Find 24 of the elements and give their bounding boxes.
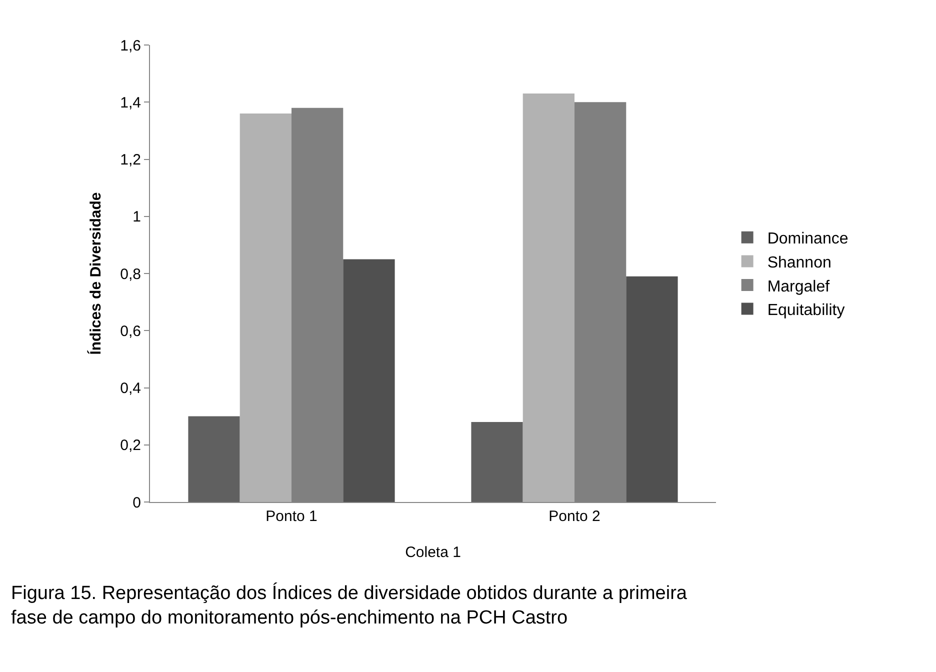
- y-tick-label: 0,6: [120, 322, 141, 340]
- y-tick-label: 1,4: [120, 94, 141, 112]
- y-tick-label: 1: [132, 208, 141, 226]
- y-tick-label: 1,6: [120, 37, 141, 54]
- bar: [343, 259, 395, 502]
- legend-label: Equitability: [767, 302, 845, 320]
- legend-label: Dominance: [767, 230, 848, 248]
- legend-label: Shannon: [767, 254, 832, 272]
- bar: [626, 276, 678, 502]
- y-tick-label: 0: [132, 494, 141, 512]
- bar: [471, 422, 523, 502]
- y-tick-label: 1,2: [120, 152, 141, 168]
- x-tick-label: Ponto 1: [266, 508, 318, 525]
- legend-label: Margalef: [767, 278, 830, 296]
- y-tick-label: 0,4: [120, 380, 141, 397]
- x-tick-label: Ponto 2: [548, 508, 600, 525]
- bar: [240, 114, 292, 502]
- bar: [188, 416, 240, 502]
- y-tick-label: 0,8: [120, 266, 141, 283]
- text: Figura 15. Representação dos Índices de diversidade obtidos durante a primeira fase de campo do monitoramento pós-enchimento na PCH Castro: [11, 582, 688, 629]
- bar: [522, 94, 574, 502]
- y-tick-label: 0,2: [120, 437, 141, 454]
- x-axis-title: Coleta 1: [405, 544, 461, 561]
- y-axis-title: Índices de Diversidade: [86, 192, 104, 355]
